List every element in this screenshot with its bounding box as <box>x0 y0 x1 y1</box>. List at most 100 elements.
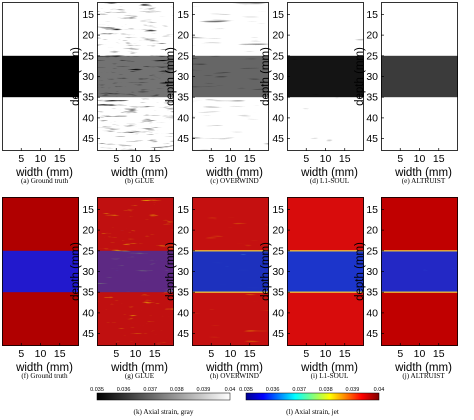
x-tick-label: 5 <box>113 348 119 360</box>
colorbar-tick-label: 0.035 <box>239 387 253 393</box>
x-tick-label: 10 <box>130 153 142 165</box>
inclusion-region <box>381 55 458 98</box>
y-tick-label: 25 <box>272 50 284 62</box>
x-tick-label: 5 <box>18 153 24 165</box>
y-tick-label: 30 <box>272 266 284 278</box>
y-tick-label: 35 <box>366 92 378 104</box>
panel-jet-4: 15 20 25 30 35 40 45 depth (mm) 5 10 15 width (mm)(… <box>354 197 458 380</box>
y-tick-label: 20 <box>366 30 378 42</box>
y-tick-label: 45 <box>82 328 94 340</box>
panel-jet-3: 15 20 25 30 35 40 45 depth (mm) 5 10 15 width (mm)(… <box>260 197 364 380</box>
x-tick-label: 15 <box>149 348 161 360</box>
x-tick-label: 5 <box>303 153 309 165</box>
y-tick-label: 25 <box>177 245 189 257</box>
x-axis-label: width (mm) <box>15 167 73 179</box>
y-tick-label: 45 <box>366 133 378 145</box>
panel-gray-0: 5 10 15 width (mm)(a) Ground truth <box>2 2 79 185</box>
y-tick-label: 15 <box>177 9 189 21</box>
y-tick-label: 40 <box>177 307 189 319</box>
x-axis-label: width (mm) <box>15 362 73 374</box>
panel-caption: (e) ALTRUIST <box>402 177 446 185</box>
panel-caption: (c) OVERWIND <box>210 177 259 185</box>
colorbar-tick-label: 0.038 <box>319 387 333 393</box>
panel-jet-0: 5 10 15 width (mm)(f) Ground truth <box>2 197 79 380</box>
x-tick-label: 10 <box>414 348 426 360</box>
y-tick-label: 45 <box>82 133 94 145</box>
inclusion-texture <box>381 250 458 293</box>
y-tick-label: 25 <box>82 50 94 62</box>
colorbar-tick-label: 0.037 <box>143 387 157 393</box>
x-tick-label: 15 <box>433 153 445 165</box>
x-tick-label: 15 <box>149 153 161 165</box>
x-tick-label: 15 <box>54 348 66 360</box>
colorbar-tick-label: 0.039 <box>197 387 211 393</box>
y-tick-label: 25 <box>366 50 378 62</box>
y-tick-label: 40 <box>272 112 284 124</box>
x-axis-label: width (mm) <box>110 167 168 179</box>
colorbar-caption: (l) Axial strain, jet <box>286 408 339 416</box>
colorbar-tick-label: 0.04 <box>374 387 385 393</box>
x-axis-label: width (mm) <box>394 167 452 179</box>
inclusion-texture <box>192 250 269 293</box>
x-tick-label: 10 <box>225 348 237 360</box>
colorbar-tick-label: 0.037 <box>292 387 306 393</box>
panel-gray-1: 15 20 25 30 35 40 45 depth (mm) 5 10 15 width (mm)(… <box>70 2 174 185</box>
colorbar-tick-label: 0.036 <box>117 387 131 393</box>
y-tick-label: 20 <box>82 225 94 237</box>
panel-gray-3: 15 20 25 30 35 40 45 depth (mm) 5 10 15 width (mm)(… <box>260 2 364 185</box>
panel-jet-1: 15 20 25 30 35 40 45 depth (mm) 5 10 15 width (mm)(… <box>70 197 174 380</box>
panel-gray-2: 15 20 25 30 35 40 45 depth (mm) 5 10 15 width (mm)(… <box>165 2 269 185</box>
y-tick-label: 20 <box>366 225 378 237</box>
y-tick-label: 40 <box>82 112 94 124</box>
y-axis-label: depth (mm) <box>70 242 82 301</box>
y-tick-label: 15 <box>272 204 284 216</box>
y-tick-label: 40 <box>82 307 94 319</box>
inclusion-region <box>2 250 79 293</box>
y-axis-label: depth (mm) <box>260 47 272 106</box>
x-tick-label: 10 <box>35 153 47 165</box>
y-tick-label: 30 <box>177 71 189 83</box>
x-tick-label: 5 <box>113 153 119 165</box>
colorbar-tick-label: 0.039 <box>346 387 360 393</box>
colorbar-gradient <box>245 392 380 401</box>
x-tick-label: 5 <box>397 348 403 360</box>
x-axis-label: width (mm) <box>205 167 263 179</box>
y-tick-label: 15 <box>366 9 378 21</box>
x-tick-label: 10 <box>414 153 426 165</box>
panel-gray-4: 15 20 25 30 35 40 45 depth (mm) 5 10 15 width (mm)(… <box>354 2 458 185</box>
inclusion-region <box>287 55 364 98</box>
colorbar-colorbar_jet: 0.035 0.036 0.037 0.038 0.039 0.04 (l) Axial s… <box>239 387 384 416</box>
y-axis-label: depth (mm) <box>165 242 177 301</box>
y-tick-label: 35 <box>82 287 94 299</box>
smooth-overlay <box>381 2 458 151</box>
x-axis-label: width (mm) <box>110 362 168 374</box>
inclusion-texture <box>192 55 269 98</box>
inclusion-texture <box>287 250 364 293</box>
y-tick-label: 35 <box>82 92 94 104</box>
y-tick-label: 30 <box>82 266 94 278</box>
y-tick-label: 30 <box>366 266 378 278</box>
colorbar-caption: (k) Axial strain, gray <box>134 408 194 416</box>
y-axis-label: depth (mm) <box>354 47 366 106</box>
y-tick-label: 35 <box>272 92 284 104</box>
x-tick-label: 15 <box>339 153 351 165</box>
panel-caption: (d) L1-SOUL <box>310 177 349 185</box>
y-tick-label: 45 <box>272 328 284 340</box>
x-tick-label: 15 <box>244 153 256 165</box>
y-tick-label: 40 <box>177 112 189 124</box>
y-tick-label: 15 <box>366 204 378 216</box>
x-tick-label: 5 <box>208 348 214 360</box>
y-tick-label: 15 <box>272 9 284 21</box>
x-tick-label: 10 <box>320 348 332 360</box>
panel-jet-2: 15 20 25 30 35 40 45 depth (mm) 5 10 15 width (mm)(… <box>165 197 269 380</box>
inclusion-region <box>2 55 79 98</box>
x-axis-label: width (mm) <box>300 362 358 374</box>
y-tick-label: 35 <box>366 287 378 299</box>
y-axis-label: depth (mm) <box>165 47 177 106</box>
x-tick-label: 5 <box>397 153 403 165</box>
y-tick-label: 30 <box>272 71 284 83</box>
y-tick-label: 35 <box>177 287 189 299</box>
y-tick-label: 30 <box>82 71 94 83</box>
y-axis-label: depth (mm) <box>354 242 366 301</box>
